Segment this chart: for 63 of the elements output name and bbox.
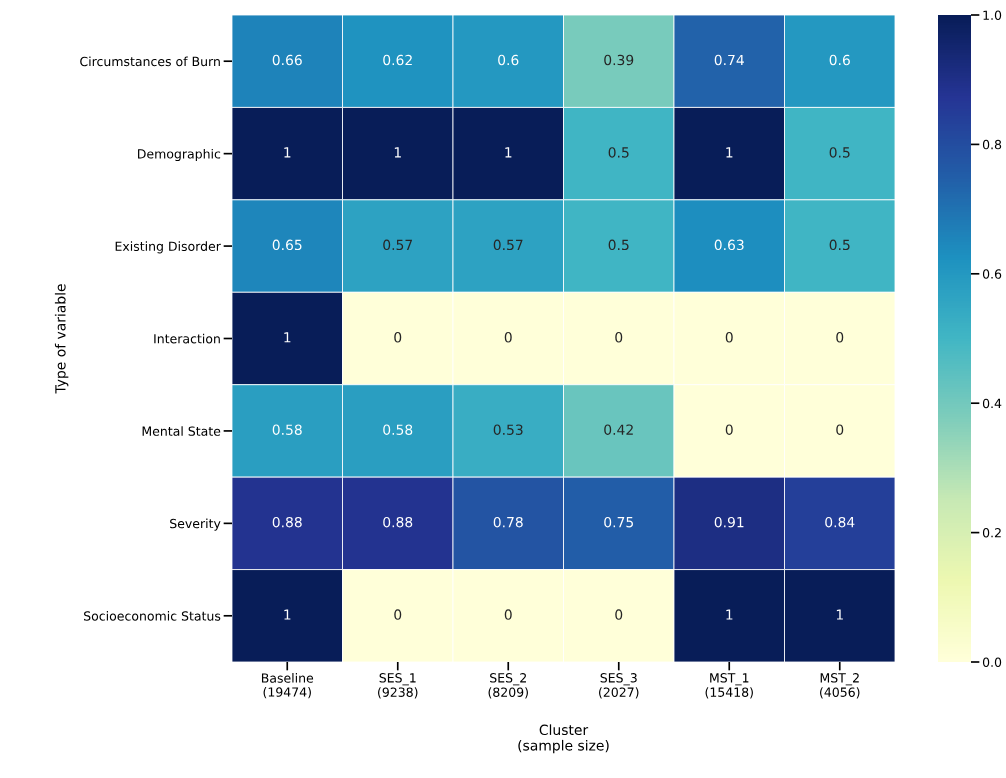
data-label: 0.42 [604, 424, 633, 435]
data-label: 0.62 [383, 54, 412, 66]
x-tick-label: SES_2 (8209) [488, 673, 528, 699]
color-bar-label: 0.0 [982, 657, 1002, 667]
x-tick-label: MST_2 (4056) [820, 673, 860, 699]
color-bar-label: 0.2 [982, 528, 1001, 538]
data-label: 1 [726, 609, 733, 620]
data-label: 0.58 [272, 424, 302, 435]
y-tick-label: Demographic [138, 148, 221, 161]
data-label: 0.57 [383, 239, 413, 251]
data-label: 1 [284, 332, 291, 343]
data-label: 0 [836, 424, 844, 435]
data-label: 0 [394, 332, 402, 343]
data-label: 0.6 [498, 54, 519, 66]
data-label: 0 [725, 424, 733, 435]
data-label: 0 [504, 609, 512, 620]
data-label: 0.88 [272, 516, 302, 528]
x-axis-title: Cluster (sample size) [518, 724, 609, 754]
data-label: 0.39 [604, 54, 634, 66]
data-label: 0.91 [714, 516, 744, 528]
data-label: 0 [615, 332, 623, 343]
data-label: 0.57 [493, 239, 523, 251]
data-label: 1 [284, 609, 291, 620]
data-label: 0 [615, 609, 623, 620]
data-label: 0 [504, 332, 512, 343]
y-tick-label: Mental State [142, 426, 221, 436]
data-label: 1 [726, 147, 733, 158]
x-tick-label: SES_1 (9238) [378, 673, 418, 699]
data-label: 0 [394, 609, 402, 620]
x-tick-label: SES_3 (2027) [599, 673, 639, 699]
data-label: 0.5 [608, 239, 629, 251]
data-label: 0.66 [272, 54, 302, 66]
data-label: 1 [836, 609, 843, 620]
data-label: 0.84 [825, 516, 855, 528]
color-bar-label: 0.4 [982, 398, 1002, 409]
data-label: 0.75 [604, 516, 633, 528]
data-label: 0.58 [383, 424, 413, 435]
color-bar-label: 0.6 [982, 269, 1002, 279]
data-label: 1 [284, 147, 291, 158]
y-tick-label: Severity [170, 518, 221, 531]
data-label: 0.5 [608, 147, 629, 158]
color-bar-label: 0.8 [982, 139, 1002, 150]
y-tick-label: Existing Disorder [115, 241, 221, 254]
y-tick-label: Socioeconomic Status [84, 611, 221, 621]
data-label: 0.5 [829, 239, 850, 251]
x-tick-label: MST_1 (15418) [705, 673, 753, 699]
color-bar-label: 1.0 [983, 10, 1002, 20]
data-label: 0.88 [383, 516, 413, 528]
data-label: 0 [725, 332, 733, 343]
data-label: 0 [836, 332, 844, 343]
data-label: 1 [394, 147, 401, 158]
x-tick-label: Baseline (19474) [261, 673, 314, 699]
y-axis-title: Type of variable [54, 284, 69, 394]
data-label: 0.63 [714, 239, 744, 251]
data-label: 0.74 [714, 54, 744, 66]
data-label: 0.78 [493, 516, 523, 528]
y-tick-label: Circumstances of Burn [80, 56, 220, 67]
data-label: 1 [505, 147, 512, 158]
data-label: 0.5 [829, 147, 850, 158]
data-label: 0.6 [829, 54, 850, 66]
data-label: 0.65 [272, 239, 302, 251]
y-tick-label: Interaction [154, 333, 220, 344]
data-label: 0.53 [493, 424, 523, 435]
